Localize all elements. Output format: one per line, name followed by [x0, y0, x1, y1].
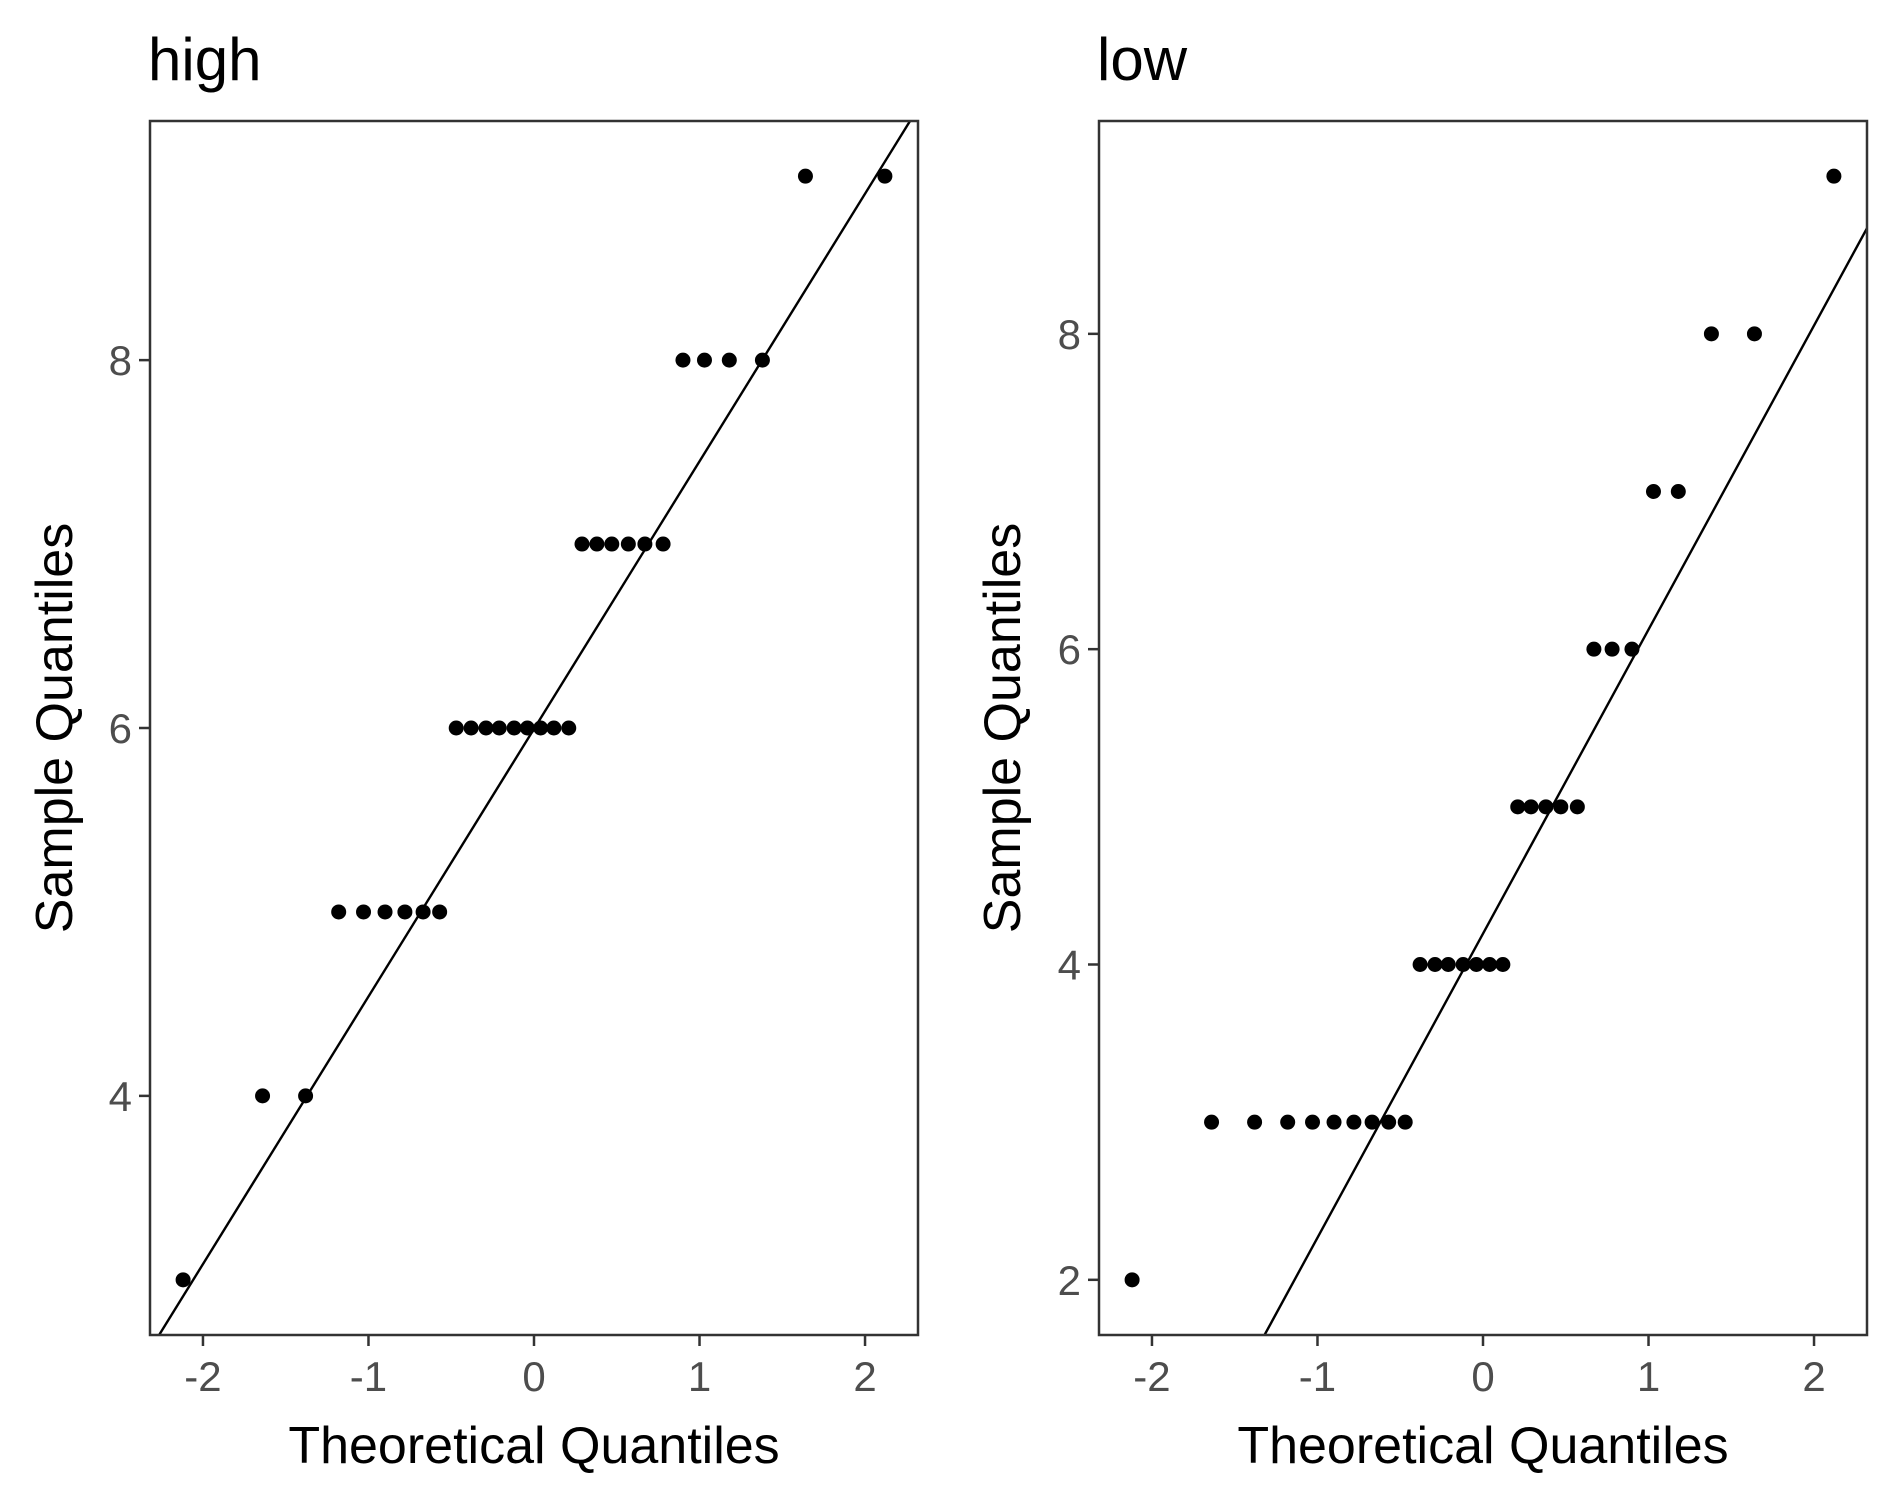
- data-point: [1326, 1114, 1342, 1130]
- data-point: [506, 720, 522, 736]
- data-point: [1553, 799, 1569, 815]
- data-point: [415, 904, 431, 920]
- data-point: [1826, 168, 1842, 184]
- data-point: [1364, 1114, 1380, 1130]
- data-point: [377, 904, 393, 920]
- data-point: [1247, 1114, 1263, 1130]
- data-point: [1569, 799, 1585, 815]
- data-point: [1523, 799, 1539, 815]
- data-point: [1604, 641, 1620, 657]
- data-point: [589, 536, 605, 552]
- data-point: [561, 720, 577, 736]
- x-tick-label: 0: [522, 1353, 545, 1400]
- y-axis-title: Sample Quantiles: [974, 523, 1032, 933]
- data-point: [1397, 1114, 1413, 1130]
- data-point: [298, 1088, 314, 1104]
- data-point: [356, 904, 372, 920]
- data-point: [1412, 956, 1428, 972]
- data-point: [1346, 1114, 1362, 1130]
- data-point: [754, 352, 770, 368]
- data-point: [546, 720, 562, 736]
- panel-title: low: [1097, 26, 1188, 93]
- data-point: [675, 352, 691, 368]
- x-tick-label: 2: [853, 1353, 876, 1400]
- data-point: [1280, 1114, 1296, 1130]
- plot-area: [157, 121, 912, 1335]
- data-point: [1482, 956, 1498, 972]
- x-tick-label: 2: [1802, 1353, 1825, 1400]
- data-point: [721, 352, 737, 368]
- x-axis-title: Theoretical Quantiles: [288, 1417, 779, 1475]
- x-axis-title: Theoretical Quantiles: [1237, 1417, 1728, 1475]
- x-tick-label: -2: [184, 1353, 221, 1400]
- y-tick-label: 4: [1058, 941, 1081, 988]
- data-point: [1703, 326, 1719, 342]
- plot-frame: [1097, 119, 1869, 1337]
- data-point: [1670, 484, 1686, 500]
- data-point: [1746, 326, 1762, 342]
- data-point: [448, 720, 464, 736]
- data-point: [519, 720, 535, 736]
- y-tick-label: 4: [109, 1073, 132, 1120]
- data-point: [696, 352, 712, 368]
- data-point: [604, 536, 620, 552]
- qq-panel-low: low Theoretical Quantiles Sample Quantil…: [974, 26, 1869, 1475]
- data-point: [620, 536, 636, 552]
- data-point: [1204, 1114, 1220, 1130]
- data-point: [877, 168, 893, 184]
- data-point: [1538, 799, 1554, 815]
- data-point: [478, 720, 494, 736]
- data-point: [432, 904, 448, 920]
- x-tick-label: -1: [350, 1353, 387, 1400]
- data-point: [463, 720, 479, 736]
- plot-area: [1124, 168, 1867, 1335]
- x-tick-label: -2: [1133, 1353, 1170, 1400]
- data-point: [637, 536, 653, 552]
- qq-panel-high: high Theoretical Quantiles Sample Quanti…: [26, 26, 920, 1475]
- data-point: [574, 536, 590, 552]
- x-tick-label: 1: [1637, 1353, 1660, 1400]
- data-point: [533, 720, 549, 736]
- y-tick-label: 6: [109, 705, 132, 752]
- x-tick-label: 1: [688, 1353, 711, 1400]
- data-point: [1468, 956, 1484, 972]
- data-point: [655, 536, 671, 552]
- data-point: [1455, 956, 1471, 972]
- data-point: [797, 168, 813, 184]
- data-point: [1124, 1272, 1140, 1288]
- data-point: [491, 720, 507, 736]
- panel-title: high: [148, 26, 261, 93]
- y-axis-title: Sample Quantiles: [26, 523, 84, 933]
- x-tick-label: -1: [1299, 1353, 1336, 1400]
- y-tick-label: 2: [1058, 1257, 1081, 1304]
- data-point: [1624, 641, 1640, 657]
- x-tick-label: 0: [1471, 1353, 1494, 1400]
- y-tick-label: 8: [109, 337, 132, 384]
- y-tick-label: 6: [1058, 626, 1081, 673]
- qq-reference-line: [1263, 227, 1867, 1335]
- data-point: [1440, 956, 1456, 972]
- data-point: [1495, 956, 1511, 972]
- data-point: [1381, 1114, 1397, 1130]
- data-point: [255, 1088, 271, 1104]
- y-tick-label: 8: [1058, 311, 1081, 358]
- data-point: [1427, 956, 1443, 972]
- data-point: [1305, 1114, 1321, 1130]
- data-point: [331, 904, 347, 920]
- data-point: [1586, 641, 1602, 657]
- data-point: [397, 904, 413, 920]
- data-point: [1645, 484, 1661, 500]
- data-point: [1510, 799, 1526, 815]
- data-point: [175, 1272, 191, 1288]
